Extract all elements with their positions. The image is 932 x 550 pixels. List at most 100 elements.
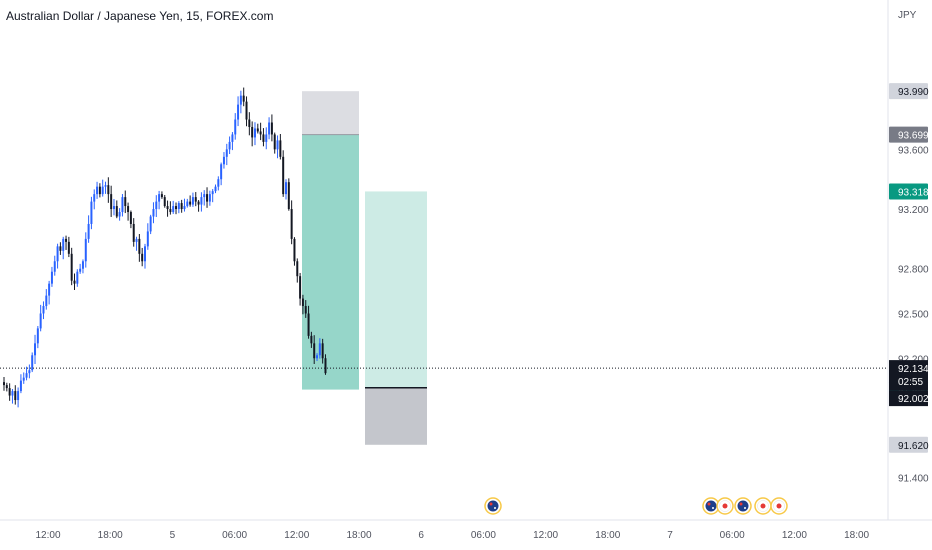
- candle-body: [222, 156, 225, 165]
- time-tick-label: 18:00: [595, 530, 620, 541]
- price-tick-label: 92.800: [898, 265, 929, 276]
- candle-body: [225, 149, 228, 157]
- candle-body: [183, 206, 186, 210]
- candle-body: [270, 122, 273, 135]
- candle-body: [25, 373, 28, 378]
- candle-body: [90, 201, 93, 224]
- candle-body: [273, 134, 276, 150]
- time-axis-ticks[interactable]: 12:00 18:00 5 06:00 12:00 18:00 6 06:00 12:00 18:…: [35, 530, 869, 541]
- candle-body: [169, 209, 172, 213]
- candle-body: [98, 186, 101, 195]
- candle-body: [318, 343, 321, 356]
- position-1-target-zone: [302, 134, 359, 390]
- flag-detail: [489, 502, 493, 506]
- candle-body: [45, 295, 48, 307]
- candle-body: [138, 238, 141, 254]
- candle-body: [313, 343, 316, 359]
- candle-body: [135, 238, 138, 242]
- candle-body: [70, 253, 73, 281]
- australia-flag-icon: [737, 500, 749, 512]
- candle-body: [214, 186, 217, 192]
- candle-body: [194, 197, 197, 202]
- flag-sun: [776, 503, 782, 509]
- australia-flag-icon: [487, 500, 499, 512]
- candle-body: [177, 203, 180, 210]
- candle-body: [14, 391, 17, 401]
- candle-body: [121, 197, 124, 213]
- candle-body: [279, 140, 282, 157]
- candle-body: [186, 201, 189, 207]
- candle-body: [124, 197, 127, 207]
- candle-body: [166, 206, 169, 210]
- candle-body: [107, 185, 110, 195]
- price-axis-tags: 93.99093.69993.31891.99091.62092.13402:5…: [889, 83, 929, 453]
- flag-sun: [722, 503, 728, 509]
- price-tag-5-label: 91.620: [898, 441, 929, 452]
- time-tick-label: 18:00: [346, 530, 371, 541]
- candle-body: [144, 246, 146, 262]
- position-2-target-zone: [365, 191, 427, 388]
- chart-title: Australian Dollar / Japanese Yen, 15, FO…: [6, 9, 274, 23]
- candle-body: [197, 201, 200, 205]
- time-tick-label: 18:00: [844, 530, 869, 541]
- candle-body: [206, 194, 209, 202]
- price-tick-label: 92.200: [898, 354, 929, 365]
- candle-body: [93, 194, 96, 202]
- candle-body: [265, 134, 268, 142]
- candlestick-series: [3, 87, 327, 408]
- avg-price-tag-background: [889, 390, 928, 407]
- price-tag-5-background: [889, 436, 928, 453]
- candle-body: [203, 194, 206, 198]
- candle-body: [79, 268, 82, 272]
- candle-body: [146, 231, 149, 247]
- candle-body: [175, 206, 178, 210]
- flag-sun: [760, 503, 766, 509]
- candle-body: [248, 119, 251, 127]
- candle-body: [158, 194, 161, 202]
- countdown-label: 02:55: [898, 377, 923, 388]
- candle-body: [268, 122, 271, 135]
- flag-detail: [707, 502, 711, 506]
- candle-body: [17, 391, 20, 401]
- candle-body: [96, 186, 99, 195]
- candle-body: [73, 280, 76, 284]
- candle-body: [256, 128, 259, 132]
- candle-body: [31, 355, 34, 371]
- time-tick-label: 06:00: [720, 530, 745, 541]
- candle-body: [172, 206, 175, 213]
- candle-body: [321, 343, 324, 359]
- flag-star: [494, 507, 496, 509]
- candle-body: [316, 355, 319, 359]
- candle-body: [287, 182, 290, 210]
- candle-body: [231, 134, 234, 142]
- candle-body: [304, 306, 307, 314]
- time-tick-label: 12:00: [782, 530, 807, 541]
- candle-body: [110, 194, 113, 210]
- economic-events[interactable]: [484, 497, 788, 515]
- candle-body: [42, 306, 45, 314]
- price-axis-ticks: 93.600 93.200 92.800 92.500 92.200 91.400: [898, 145, 929, 484]
- candle-body: [3, 382, 5, 386]
- candle-body: [299, 276, 302, 299]
- position-tools[interactable]: [302, 91, 427, 445]
- price-tick-label: 93.600: [898, 145, 929, 156]
- candle-body: [67, 241, 70, 254]
- candle-body: [127, 206, 130, 213]
- candle-body: [36, 328, 39, 344]
- price-tick-label: 92.500: [898, 309, 929, 320]
- price-tag-3-label: 93.318: [898, 187, 929, 198]
- candle-body: [310, 335, 313, 344]
- price-tag-2-label: 93.699: [898, 131, 929, 142]
- avg-price-tag-label: 92.002: [898, 394, 929, 405]
- candle-body: [118, 212, 121, 217]
- candle-body: [324, 358, 327, 374]
- time-tick-label: 12:00: [35, 530, 60, 541]
- candle-body: [53, 261, 56, 272]
- candle-body: [141, 253, 144, 262]
- last-price-tag-background: [889, 360, 928, 391]
- candle-body: [56, 246, 59, 262]
- candle-body: [259, 131, 262, 135]
- time-tick-label: 12:00: [284, 530, 309, 541]
- position-2-stop-zone: [365, 387, 427, 445]
